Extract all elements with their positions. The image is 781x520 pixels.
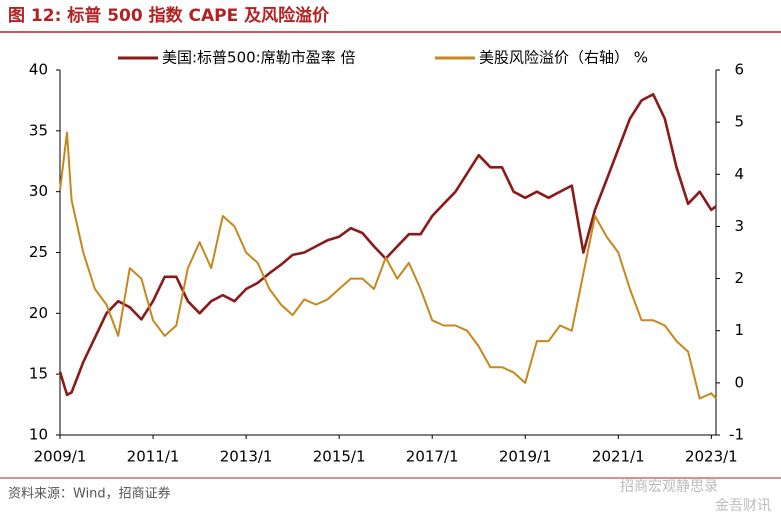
- y2-tick-label: 5: [734, 113, 744, 131]
- chart-title: 图 12: 标普 500 指数 CAPE 及风险溢价: [8, 5, 330, 26]
- x-tick-label: 2009/1: [34, 448, 87, 466]
- y-tick-label: 25: [29, 243, 48, 261]
- x-tick-label: 2019/1: [499, 448, 552, 466]
- watermark: 金吾财讯: [715, 498, 771, 514]
- y2-tick-label: 4: [734, 165, 744, 183]
- y2-tick-label: -1: [729, 426, 744, 444]
- y2-tick-label: 2: [734, 269, 744, 287]
- source: 资料来源：Wind，招商证券: [8, 486, 171, 502]
- x-tick-label: 2011/1: [127, 448, 180, 466]
- watermark: 招商宏观静思录: [620, 479, 718, 495]
- x-tick-label: 2017/1: [406, 448, 459, 466]
- y2-tick-label: 1: [734, 321, 744, 339]
- x-tick-label: 2015/1: [313, 448, 366, 466]
- y2-tick-label: 6: [734, 61, 744, 79]
- y-tick-label: 30: [29, 182, 48, 200]
- y-tick-label: 20: [29, 304, 48, 322]
- y-tick-label: 40: [29, 61, 48, 79]
- series-line: [59, 131, 717, 400]
- legend-label: 美国:标普500:席勒市盈率 倍: [162, 49, 356, 67]
- y2-tick-label: 0: [734, 373, 744, 391]
- y-tick-label: 10: [29, 426, 48, 444]
- y-tick-label: 15: [29, 365, 48, 383]
- x-tick-label: 2023/1: [685, 448, 738, 466]
- legend-label: 美股风险溢价（右轴） %: [479, 49, 648, 67]
- x-tick-label: 2013/1: [220, 448, 273, 466]
- y2-tick-label: 3: [734, 217, 744, 235]
- y-tick-label: 35: [29, 121, 48, 139]
- x-tick-label: 2021/1: [592, 448, 645, 466]
- series-line: [58, 93, 717, 397]
